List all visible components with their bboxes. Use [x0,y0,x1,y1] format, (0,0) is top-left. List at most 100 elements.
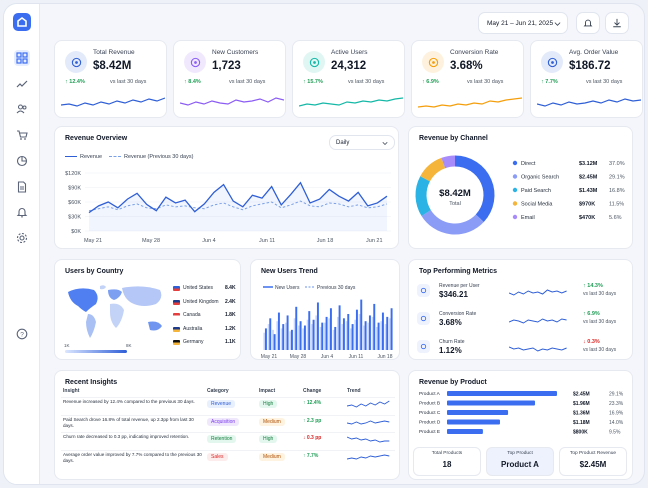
card-title: Revenue by Product [419,379,487,386]
kpi-value: 1,723 [212,60,241,72]
chevron-down-icon [554,22,561,26]
product-value: $2.45M [573,392,590,398]
table-header: Impact [259,388,276,394]
country-value: 1.8K [225,312,236,318]
x-tick-label: Jun 4 [202,238,215,244]
bar-new-users [308,311,311,350]
revenue-by-channel-card: Revenue by Channel $8.42M Total Direct $3.1… [408,126,633,249]
sparkline-path [61,97,165,107]
product-label: Product E [419,429,440,435]
bar-previous [332,329,335,350]
bar-previous [319,326,322,350]
kpi-sparkline [418,97,522,108]
bar-new-users [390,308,393,350]
metric-change: ↑ 14.3% [583,283,603,289]
bar-new-users [373,303,376,350]
kpi-sparkline [61,97,165,107]
y-tick-label: $0K [71,229,81,235]
pie-icon [422,51,444,73]
dashboard-icon[interactable] [14,50,30,66]
table-row[interactable] [61,397,395,413]
legend-current: New Users [275,285,300,291]
sparkline-path [537,98,641,107]
summary-value: Product A [501,460,539,469]
users-icon[interactable] [14,101,30,117]
kpi-comparison: vs last 30 days [586,79,623,85]
analytics-icon[interactable] [14,76,30,92]
metric-comparison: vs last 30 days [583,291,617,297]
bar-new-users [321,322,324,350]
download-button[interactable] [605,12,629,34]
metric-change: ↓ 0.3% [583,339,600,345]
table-row[interactable] [61,432,395,448]
x-tick-label: Jun 18 [317,238,334,244]
granularity-select[interactable]: Daily [329,135,395,150]
legend-amount: $3.12M [579,161,598,167]
change-value: ↑ 2.3 pp [303,417,322,424]
kpi-card: Avg. Order Value $186.72 ↑ 7.7% vs last 30 … [530,40,643,118]
bar-previous [328,318,331,350]
x-tick-label: May 28 [290,354,307,360]
summary-label: Top Product [507,451,533,456]
bar-previous [280,328,283,350]
legend-swatch [512,174,518,179]
country-name: Germany [183,339,204,345]
donut-center-value: $8.42M [439,188,471,199]
legend-swatch [512,201,518,206]
bar-previous [337,316,340,350]
donut-slice [420,157,446,182]
bar-new-users [264,328,267,350]
notifications-button[interactable] [576,12,600,34]
channel-donut-chart: $8.42M Total Direct $3.12M 37.0% Organic Sear… [415,155,625,235]
revenue-by-product-card: Revenue by Product Product A $2.45M 29.1% P… [408,370,633,480]
summary-value: $2.45M [579,460,607,469]
date-range-picker[interactable]: May 21 – Jun 21, 2025 [478,12,568,34]
summary-label: Top Product Revenue [569,451,617,456]
bar-previous [298,325,301,350]
product-bar [447,410,509,415]
sparkline-path [347,400,390,408]
legend-category: Direct [521,161,536,167]
table-row[interactable] [61,449,395,466]
revenue-overview-card: Revenue Overview Daily Revenue Revenue (… [54,126,399,249]
flag-uk-icon [173,299,180,305]
document-icon[interactable] [14,179,30,195]
bar-previous [350,328,353,350]
legend-amount: $470K [579,215,595,221]
bar-new-users [277,312,280,350]
product-value: $1.36M [573,411,590,417]
kpi-sparkline [299,97,403,107]
table-header: Trend [347,388,361,394]
cart-icon[interactable] [14,127,30,143]
svg-text:?: ? [20,331,24,338]
kpi-change: ↑ 7.7% [541,79,558,85]
legend-percent: 11.5% [609,202,624,208]
category-badge: Revenue [207,400,236,408]
bar-previous [367,322,370,350]
app-logo-icon[interactable] [13,13,31,31]
x-tick-label: Jun 11 [259,238,275,244]
bar-new-users [299,321,302,350]
help-icon[interactable]: ? [14,326,30,342]
legend-percent: 16.8% [609,188,625,194]
table-row[interactable] [61,414,395,431]
product-percent: 23.3% [609,401,624,407]
bar-new-users [329,308,332,350]
bar-new-users [316,302,319,350]
bell-icon[interactable] [14,204,30,220]
bar-new-users [290,329,293,350]
product-percent: 29.1% [609,392,624,398]
bar-previous [302,328,305,350]
summary-label: Total Products [431,451,463,456]
legend-category: Paid Search [521,188,551,194]
settings-icon[interactable] [14,230,30,246]
product-value: $1.96M [573,401,590,407]
x-tick-label: Jun 21 [366,238,383,244]
product-bar [447,400,535,406]
kpi-label: New Customers [212,49,259,56]
flag-de-icon [173,340,180,345]
pie-chart-icon[interactable] [14,153,30,169]
bar-previous [354,319,357,350]
x-tick-label: May 28 [142,238,160,244]
users-by-country-card: Users by Country 1K 8K United States 8.4K… [54,259,241,360]
